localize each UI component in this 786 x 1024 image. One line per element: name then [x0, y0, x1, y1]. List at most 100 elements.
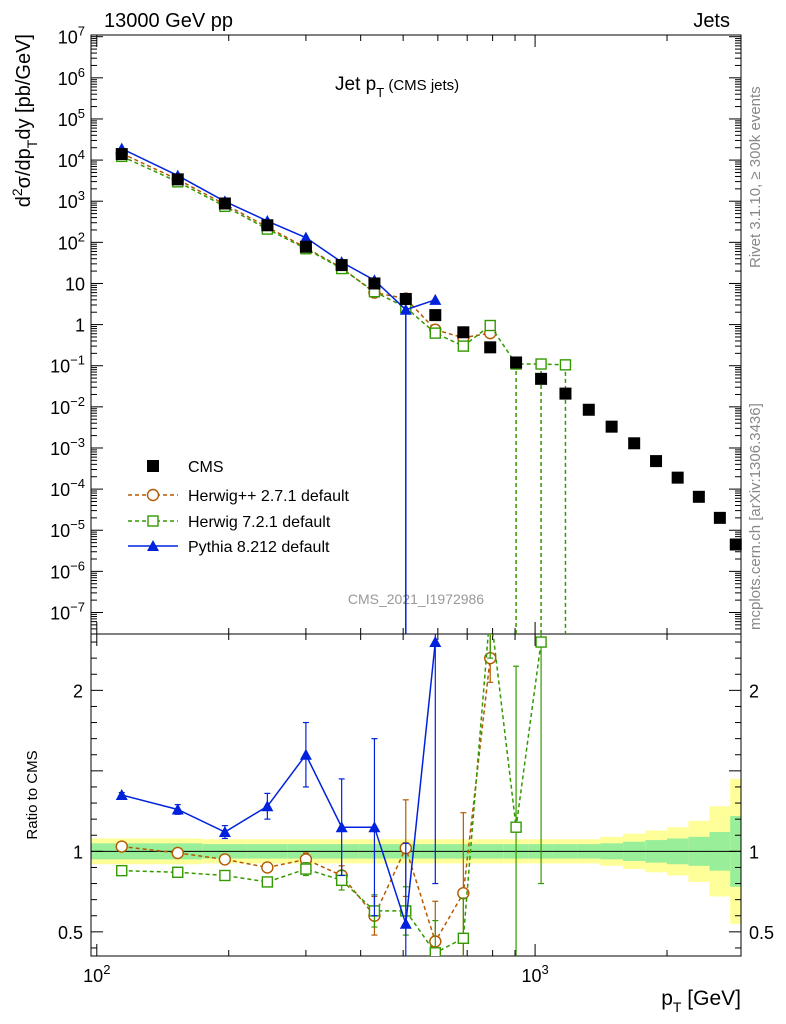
y-tick-label: 102: [58, 229, 85, 253]
analysis-label: CMS_2021_I1972986: [348, 591, 484, 607]
cms-point: [650, 455, 663, 468]
ratio-point: [218, 826, 231, 838]
ratio-tick-label-right: 1: [749, 842, 759, 862]
series-point: [299, 231, 312, 243]
legend-label: Herwig++ 2.7.1 default: [188, 488, 350, 505]
ratio-point: [115, 789, 128, 800]
cms-point: [115, 148, 128, 161]
ratio-tick-label: 2: [73, 681, 83, 701]
cms-point: [559, 387, 572, 400]
ratio-tick-label-right: 2: [749, 681, 759, 701]
ratio-point: [368, 821, 381, 833]
ratio-point: [335, 874, 348, 887]
ratio-point: [219, 869, 231, 882]
rivet-version-label: Rivet 3.1.10, ≥ 300k events: [747, 86, 764, 268]
header-left: 13000 GeV pp: [104, 10, 233, 32]
cms-data-points: [115, 148, 742, 551]
cms-point: [399, 292, 412, 305]
series-line: [121, 147, 436, 311]
header-right: Jets: [693, 10, 730, 32]
series-ratio-3: [115, 634, 442, 956]
ratio-point: [171, 803, 184, 815]
series-point: [429, 293, 442, 305]
y-tick-label: 10−1: [50, 353, 85, 377]
legend-marker: [147, 460, 159, 472]
cms-point: [171, 173, 184, 186]
ratio-tick-label: 0.5: [58, 923, 83, 943]
legend-marker: [147, 540, 159, 551]
ratio-point: [116, 864, 128, 877]
cms-point: [299, 240, 312, 253]
y-tick-label: 103: [58, 188, 85, 212]
y-tick-label: 10−2: [50, 394, 85, 418]
legend-label: Pythia 8.212 default: [188, 539, 330, 556]
cms-point: [605, 420, 618, 433]
ratio-point: [300, 863, 312, 875]
y-tick-label: 10−5: [50, 517, 85, 541]
ratio-point: [510, 821, 522, 833]
y-tick-label: 10−7: [50, 599, 85, 623]
y-axis-label: d2σ/dpTdy [pb/GeV]: [9, 34, 40, 207]
series-main-2: [116, 150, 572, 634]
cms-point: [582, 403, 595, 416]
series-main-3: [115, 142, 442, 634]
ratio-point: [535, 636, 547, 648]
chart-title: Jet pT (CMS jets): [335, 74, 459, 100]
cms-point: [218, 197, 231, 210]
ratio-point: [115, 840, 128, 853]
x-ticks: [96, 35, 668, 956]
x-tick-label: 102: [83, 962, 110, 986]
y-tick-label: 104: [58, 147, 85, 171]
legend-marker: [146, 488, 160, 502]
cms-point: [368, 277, 381, 290]
series-point: [484, 319, 496, 332]
cms-point: [335, 259, 348, 272]
y-tick-label: 10: [65, 274, 85, 294]
ratio-point: [429, 636, 442, 648]
ratio-point: [261, 876, 274, 888]
ratio-y-axis-label: Ratio to CMS: [24, 750, 41, 839]
ratio-point: [485, 605, 495, 615]
y-tick-label: 106: [58, 65, 85, 89]
ratio-point: [261, 800, 274, 812]
x-tick-label: 103: [521, 962, 548, 986]
x-axis-label: pT [GeV]: [661, 987, 741, 1015]
ratio-point: [261, 861, 274, 874]
cms-point: [535, 372, 548, 385]
series-point: [429, 327, 441, 339]
cms-point: [484, 341, 497, 354]
legend-label: CMS: [188, 459, 224, 476]
ratio-point: [299, 748, 312, 760]
ratio-point: [218, 853, 232, 866]
ratio-tick-label-right: 0.5: [749, 923, 774, 943]
mcplots-source-label: mcplots.cern.ch [arXiv:1306.3436]: [747, 403, 764, 630]
series-point: [457, 340, 470, 352]
ratio-tick-label: 1: [73, 842, 83, 862]
ratio-point: [171, 846, 184, 860]
legend: CMS Herwig++ 2.7.1 default Herwig 7.2.1 de…: [128, 459, 350, 556]
y-tick-label: 1: [75, 316, 85, 336]
ratio-frame: [90, 633, 742, 957]
cms-point: [671, 471, 684, 484]
cms-point: [729, 538, 742, 551]
series-point: [399, 303, 412, 315]
y-tick-label: 10−6: [50, 558, 85, 582]
series-point: [535, 358, 547, 370]
ratio-point: [457, 932, 470, 944]
ratio-line: [121, 641, 437, 925]
cms-point: [510, 356, 523, 369]
ratio-point: [399, 917, 412, 929]
ratio-ticks: [91, 641, 741, 949]
cms-point: [713, 511, 726, 524]
ratio-point: [172, 866, 184, 878]
cms-point: [692, 490, 705, 503]
legend-label: Herwig 7.2.1 default: [188, 514, 331, 531]
ratio-point: [429, 947, 441, 956]
y-tick-label: 105: [58, 106, 85, 130]
cms-point: [628, 437, 641, 450]
series-point: [559, 359, 572, 371]
legend-marker: [147, 515, 159, 527]
cms-point: [457, 326, 470, 339]
y-tick-label: 107: [58, 24, 85, 48]
